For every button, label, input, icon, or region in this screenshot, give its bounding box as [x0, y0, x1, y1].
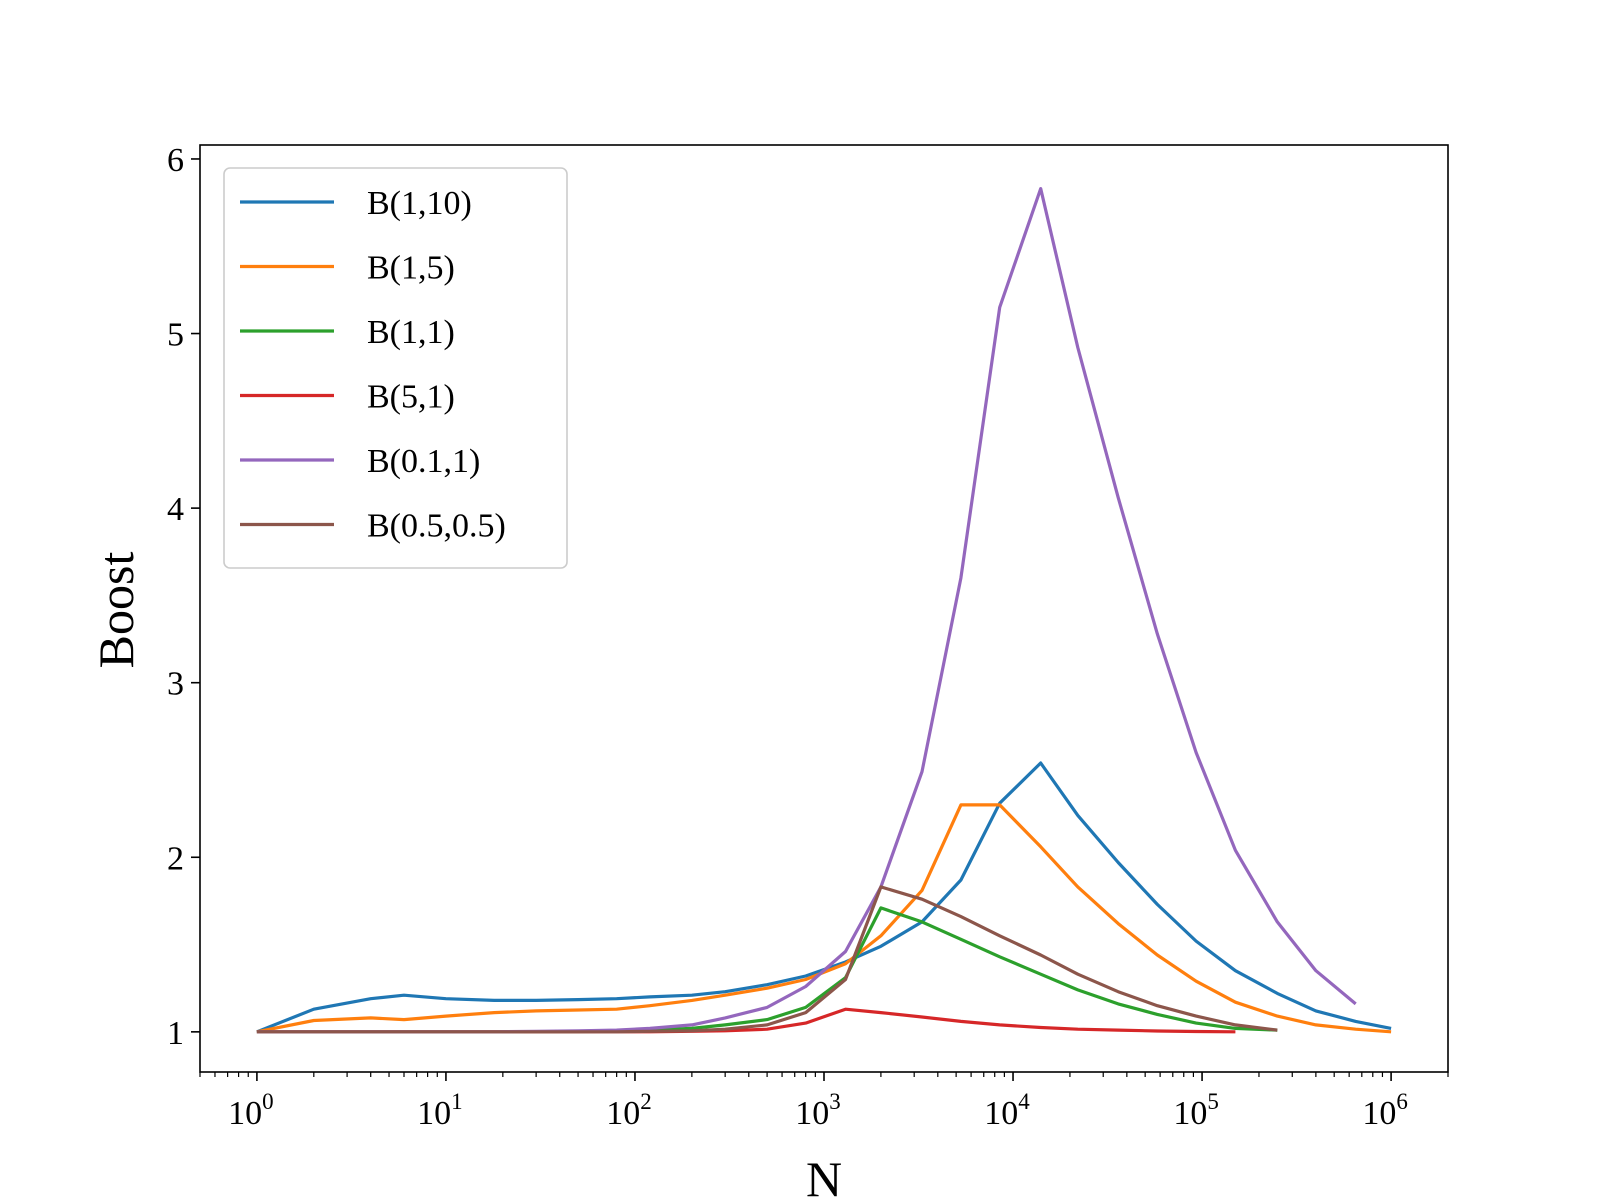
- plot-lines: [256, 187, 1392, 1034]
- legend: B(1,10) B(1,5) B(1,1) B(5,1) B(0.1,1) B(0.5,0…: [223, 167, 568, 569]
- x-tick-label-3: 103: [795, 1089, 841, 1132]
- legend-label-5: B(0.5,0.5): [367, 508, 506, 545]
- y-tick-label-4: 5: [167, 317, 184, 354]
- x-tick-label-2: 102: [606, 1089, 652, 1132]
- axis-ticks: 100 101 102 103 104 105 106 1 2 3 4 5 6: [167, 142, 1449, 1132]
- y-tick-label-3: 4: [167, 491, 184, 528]
- legend-label-1: B(1,5): [367, 250, 455, 287]
- y-axis-label: Boost: [88, 552, 144, 669]
- x-axis-label: N: [806, 1151, 842, 1200]
- legend-label-0: B(1,10): [367, 185, 472, 222]
- y-tick-label-1: 2: [167, 840, 184, 877]
- legend-label-4: B(0.1,1): [367, 443, 480, 480]
- x-tick-label-5: 105: [1173, 1089, 1219, 1132]
- x-tick-label-4: 104: [984, 1089, 1030, 1132]
- series-line-5: [256, 885, 1278, 1034]
- y-tick-label-5: 6: [167, 142, 184, 179]
- legend-label-3: B(5,1): [367, 379, 455, 416]
- legend-label-2: B(1,1): [367, 314, 455, 351]
- x-tick-label-0: 100: [228, 1089, 274, 1132]
- series-line-1: [256, 803, 1392, 1034]
- x-tick-label-6: 106: [1362, 1089, 1408, 1132]
- y-tick-label-0: 1: [167, 1015, 184, 1052]
- x-tick-label-1: 101: [417, 1089, 463, 1132]
- y-tick-label-2: 3: [167, 666, 184, 703]
